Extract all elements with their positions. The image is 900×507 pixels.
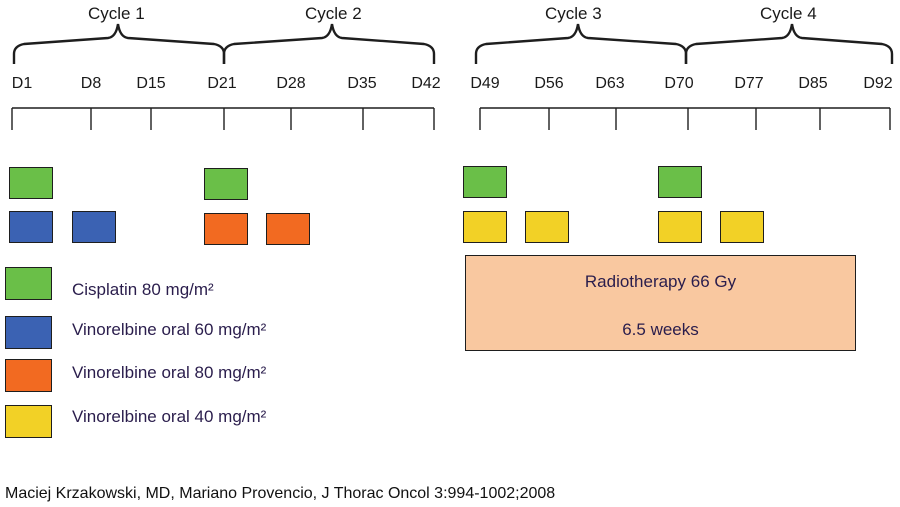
citation-text: Maciej Krzakowski, MD, Mariano Provencio…	[5, 485, 556, 502]
vinorelbine-80-dose-d28	[266, 213, 310, 245]
legend-label-vinorelbine-80: Vinorelbine oral 80 mg/m²	[72, 363, 267, 382]
legend-label-cisplatin: Cisplatin 80 mg/m²	[72, 280, 214, 299]
cisplatin-dose-d21	[204, 168, 248, 200]
vinorelbine-60-dose-d8	[72, 211, 116, 243]
day-label: D49	[470, 75, 500, 92]
legend-swatch-cisplatin	[5, 267, 52, 300]
cycle-2-brace	[222, 23, 436, 64]
vinorelbine-80-dose-d21	[204, 213, 248, 245]
legend-swatch-vinorelbine-60	[5, 316, 52, 349]
timeline-right	[479, 107, 891, 130]
cycle-label-4: Cycle 4	[760, 4, 817, 23]
day-label: D28	[276, 75, 306, 92]
vinorelbine-40-dose-d77	[720, 211, 764, 243]
cycle-label-1: Cycle 1	[88, 4, 145, 23]
day-label: D15	[136, 75, 166, 92]
legend-label-vinorelbine-40: Vinorelbine oral 40 mg/m²	[72, 407, 267, 426]
day-label: D1	[11, 75, 33, 92]
legend-swatch-vinorelbine-80	[5, 359, 52, 392]
legend-swatch-vinorelbine-40	[5, 405, 52, 438]
cycle-3-brace	[474, 23, 688, 64]
day-label: D8	[80, 75, 102, 92]
day-label: D35	[347, 75, 377, 92]
radiotherapy-dose-label: Radiotherapy 66 Gy	[584, 272, 737, 291]
day-label: D77	[734, 75, 764, 92]
day-label: D92	[863, 75, 893, 92]
day-label: D21	[207, 75, 237, 92]
day-label: D70	[664, 75, 694, 92]
vinorelbine-40-dose-d49	[463, 211, 507, 243]
legend-label-vinorelbine-60: Vinorelbine oral 60 mg/m²	[72, 320, 267, 339]
cisplatin-dose-d1	[9, 167, 53, 199]
cycle-label-3: Cycle 3	[545, 4, 602, 23]
vinorelbine-60-dose-d1	[9, 211, 53, 243]
day-label: D42	[411, 75, 441, 92]
vinorelbine-40-dose-d70	[658, 211, 702, 243]
vinorelbine-40-dose-d56	[525, 211, 569, 243]
day-label: D63	[595, 75, 625, 92]
cycle-label-2: Cycle 2	[305, 4, 362, 23]
radiotherapy-duration-label: 6.5 weeks	[622, 320, 699, 339]
cisplatin-dose-d70	[658, 166, 702, 198]
cycle-1-brace	[12, 23, 226, 64]
day-label: D56	[534, 75, 564, 92]
timeline-left	[11, 107, 435, 130]
cisplatin-dose-d49	[463, 166, 507, 198]
radiotherapy-block: Radiotherapy 66 Gy 6.5 weeks	[465, 255, 856, 351]
day-label: D85	[798, 75, 828, 92]
cycle-4-brace	[684, 23, 894, 64]
